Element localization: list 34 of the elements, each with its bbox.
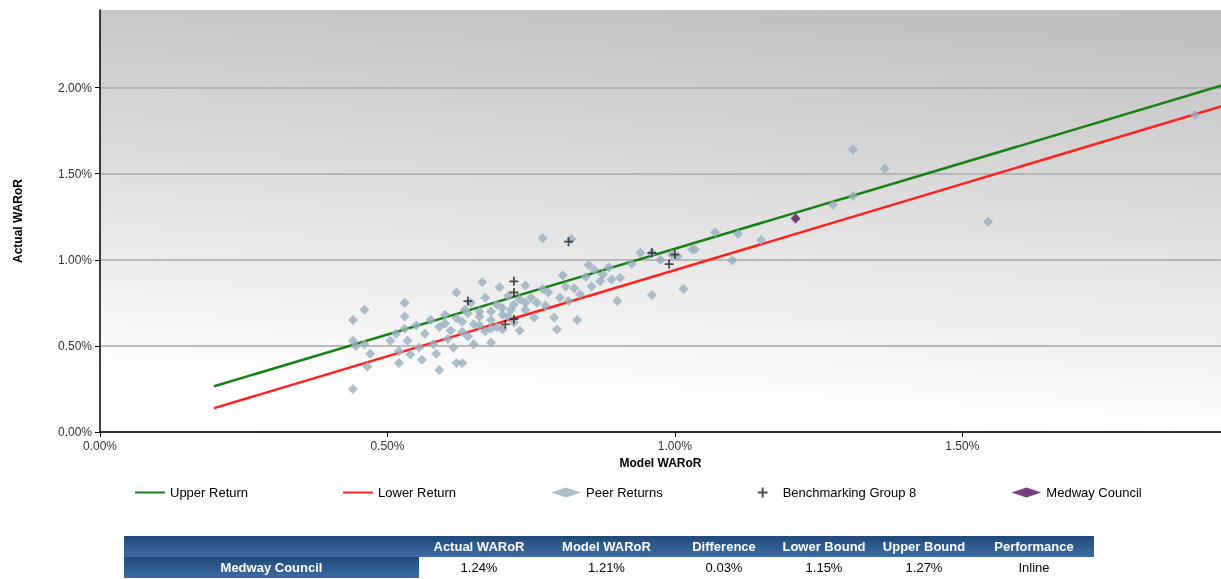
text: 1.27%	[874, 557, 974, 578]
legend-label: Upper Return	[170, 485, 249, 500]
y-tick-label: 0.50%	[57, 338, 93, 353]
point	[509, 276, 519, 286]
text: 0.03%	[674, 557, 774, 578]
text: 1.15%	[774, 557, 874, 578]
y-tick-label: 1.50%	[57, 166, 93, 181]
legend-label: Medway Council	[1046, 485, 1142, 500]
text: 1.24%	[419, 557, 539, 578]
text: Performance	[974, 536, 1094, 557]
point	[509, 314, 519, 324]
point	[664, 259, 674, 269]
point	[790, 213, 801, 224]
x-axis-title: Model WARoR	[619, 455, 702, 470]
x-tick-label: 0.50%	[370, 439, 405, 453]
text: Inline	[974, 557, 1094, 578]
point	[500, 319, 510, 329]
text: Actual WARoR	[419, 536, 539, 557]
x-tick-label: 1.00%	[657, 439, 693, 453]
legend-label: Peer Returns	[586, 485, 664, 500]
x-tick-label: 1.50%	[945, 439, 980, 453]
x-tick-label: 0.00%	[82, 439, 118, 453]
y-tick-label: 0.00%	[57, 425, 93, 439]
text: Medway Council	[124, 557, 419, 578]
y-axis-title: Actual WARoR	[11, 178, 25, 263]
text: Model WARoR	[539, 536, 674, 557]
text: 1.21%	[539, 557, 674, 578]
legend-label: Benchmarking Group 8	[782, 485, 917, 500]
text: Lower Bound	[774, 536, 874, 557]
legend-label: Lower Return	[378, 485, 457, 500]
text: Upper Bound	[874, 536, 974, 557]
y-tick-label: 1.00%	[57, 252, 93, 267]
text: Difference	[674, 536, 774, 557]
y-tick-label: 2.00%	[57, 80, 93, 95]
